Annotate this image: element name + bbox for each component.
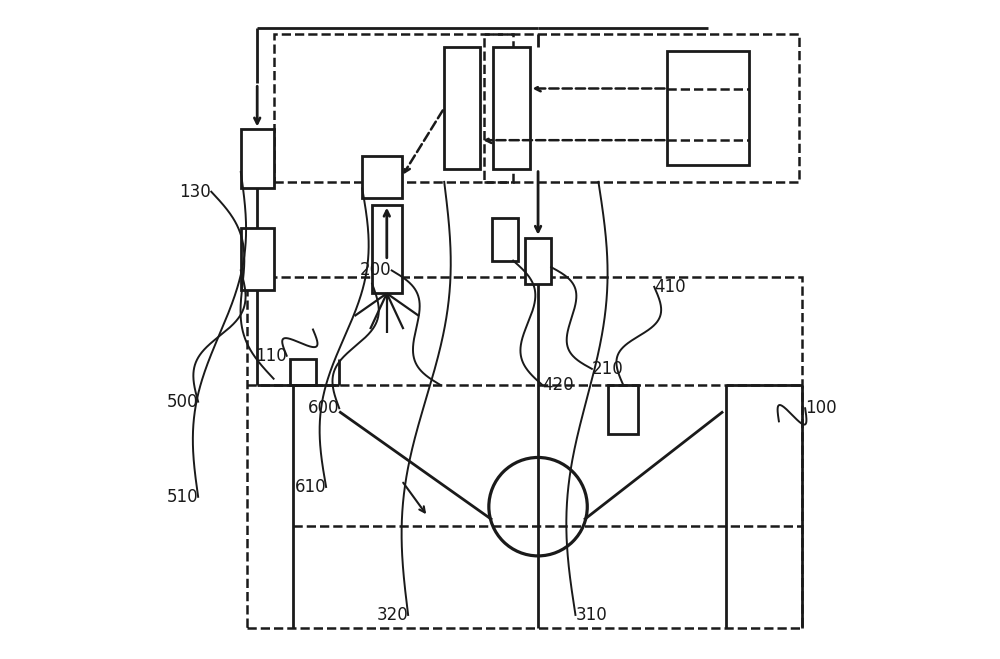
Bar bbox=[493, 47, 530, 169]
Bar bbox=[247, 277, 802, 628]
Bar bbox=[492, 218, 518, 260]
Text: 320: 320 bbox=[376, 606, 408, 624]
Text: 600: 600 bbox=[308, 399, 339, 417]
Bar bbox=[241, 228, 274, 290]
Bar bbox=[362, 156, 402, 198]
Text: 510: 510 bbox=[167, 488, 198, 506]
Bar bbox=[372, 205, 402, 293]
Text: 110: 110 bbox=[255, 347, 287, 364]
Text: 210: 210 bbox=[592, 360, 624, 378]
Bar bbox=[667, 51, 749, 165]
Text: 130: 130 bbox=[180, 183, 211, 201]
Text: 200: 200 bbox=[360, 262, 392, 279]
Bar bbox=[608, 386, 638, 434]
Text: 420: 420 bbox=[543, 376, 574, 394]
Text: 500: 500 bbox=[167, 393, 198, 411]
Bar bbox=[484, 34, 799, 182]
Text: 100: 100 bbox=[805, 399, 837, 417]
Bar bbox=[525, 238, 551, 283]
Bar bbox=[274, 34, 513, 182]
Bar bbox=[444, 47, 480, 169]
Text: 310: 310 bbox=[575, 606, 607, 624]
Text: 410: 410 bbox=[654, 278, 686, 296]
Text: 610: 610 bbox=[294, 478, 326, 496]
Bar bbox=[290, 359, 316, 386]
Bar bbox=[241, 129, 274, 188]
